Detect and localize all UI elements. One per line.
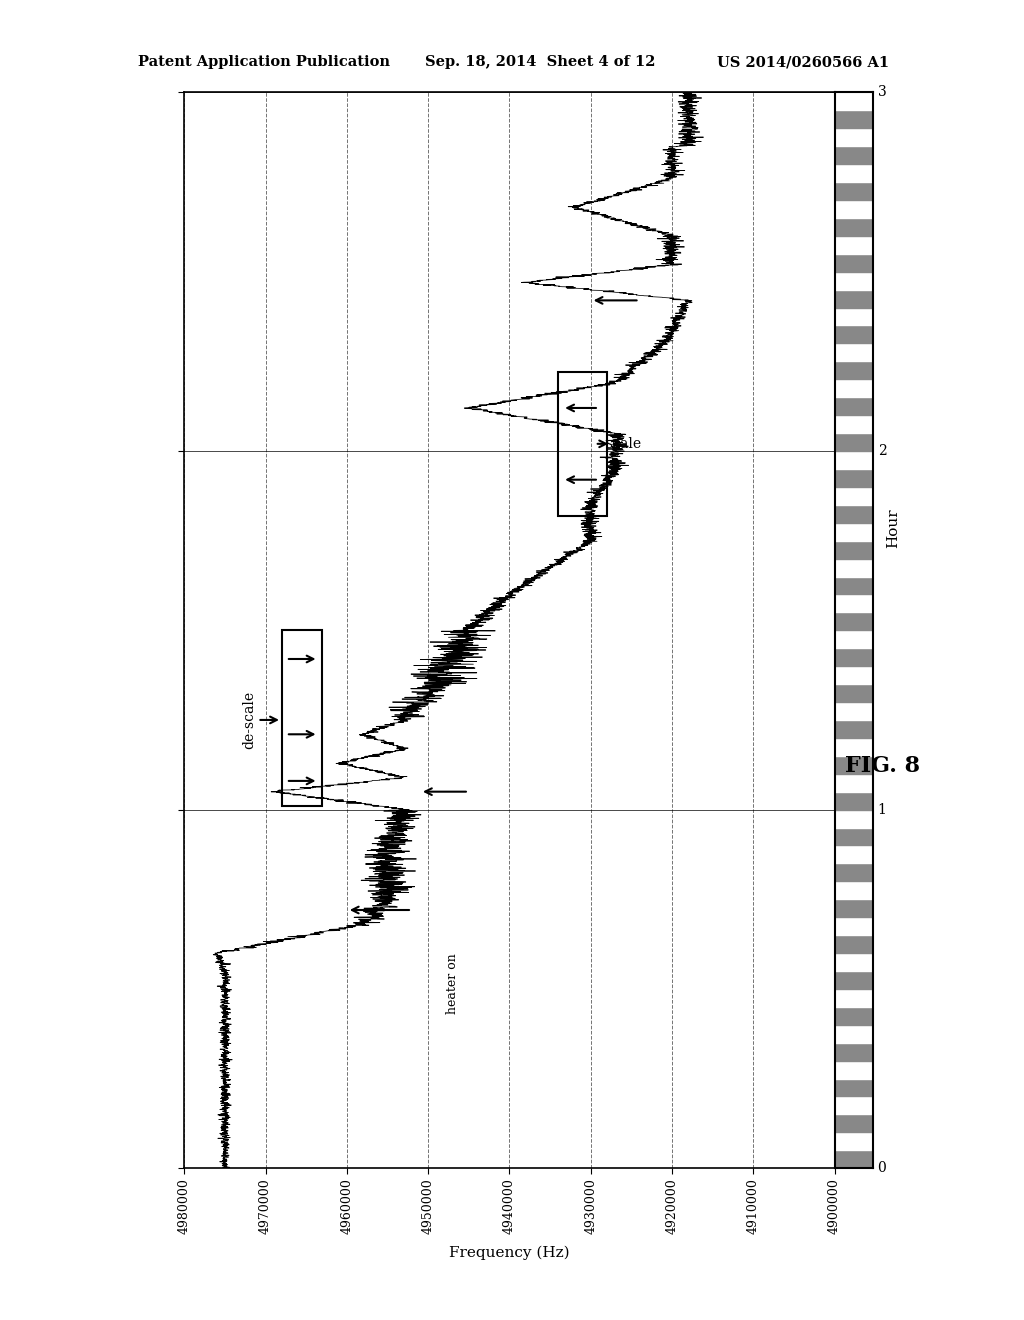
Bar: [835, 236, 873, 253]
Bar: [835, 917, 873, 935]
Bar: [835, 1133, 873, 1150]
Bar: [835, 1150, 873, 1168]
Bar: [835, 828, 873, 846]
Bar: [835, 953, 873, 972]
Bar: [835, 882, 873, 899]
Bar: [835, 1024, 873, 1043]
Bar: [835, 809, 873, 828]
Text: heater on: heater on: [446, 953, 459, 1014]
Bar: [835, 577, 873, 594]
Bar: [835, 451, 873, 469]
Bar: [835, 863, 873, 882]
Bar: [835, 935, 873, 953]
Bar: [835, 667, 873, 684]
Bar: [835, 272, 873, 289]
Bar: [835, 182, 873, 199]
Bar: [835, 558, 873, 577]
Text: Sep. 18, 2014  Sheet 4 of 12: Sep. 18, 2014 Sheet 4 of 12: [425, 55, 655, 70]
Bar: [835, 414, 873, 433]
Bar: [835, 1097, 873, 1114]
Bar: [835, 343, 873, 362]
Bar: [835, 1043, 873, 1061]
Bar: [835, 594, 873, 612]
Bar: [835, 128, 873, 147]
Text: 1: 1: [878, 803, 887, 817]
Text: Patent Application Publication: Patent Application Publication: [138, 55, 390, 70]
Bar: [835, 1114, 873, 1133]
Bar: [835, 199, 873, 218]
Bar: [835, 362, 873, 379]
Bar: [835, 1007, 873, 1024]
Bar: [835, 469, 873, 487]
Bar: [835, 164, 873, 182]
Bar: [835, 612, 873, 630]
Bar: [835, 989, 873, 1007]
Bar: [835, 218, 873, 236]
Text: 3: 3: [878, 86, 887, 99]
Bar: [835, 111, 873, 128]
Bar: [835, 738, 873, 756]
Bar: [835, 541, 873, 558]
Bar: [835, 719, 873, 738]
Bar: [835, 433, 873, 451]
X-axis label: Frequency (Hz): Frequency (Hz): [450, 1246, 569, 1261]
Bar: [835, 845, 873, 863]
Bar: [835, 1061, 873, 1078]
Bar: [835, 308, 873, 326]
Text: scale: scale: [605, 437, 641, 451]
Bar: [282, 631, 323, 807]
Bar: [835, 487, 873, 504]
Text: 2: 2: [878, 444, 887, 458]
Bar: [835, 147, 873, 164]
Bar: [835, 630, 873, 648]
Text: 0: 0: [878, 1162, 887, 1175]
Bar: [558, 372, 607, 516]
Bar: [835, 92, 873, 111]
Bar: [835, 289, 873, 308]
Bar: [835, 326, 873, 343]
Bar: [835, 899, 873, 917]
Text: de-scale: de-scale: [243, 690, 256, 748]
Text: FIG. 8: FIG. 8: [845, 755, 921, 776]
Bar: [835, 253, 873, 272]
Bar: [835, 702, 873, 719]
Bar: [835, 504, 873, 523]
Bar: [835, 774, 873, 792]
Bar: [835, 397, 873, 416]
Bar: [835, 523, 873, 541]
Bar: [835, 792, 873, 809]
Bar: [835, 972, 873, 989]
Bar: [835, 684, 873, 702]
Bar: [835, 1078, 873, 1097]
Text: Hour: Hour: [886, 508, 900, 548]
Text: US 2014/0260566 A1: US 2014/0260566 A1: [717, 55, 889, 70]
Bar: [835, 756, 873, 774]
Bar: [835, 648, 873, 667]
Bar: [835, 379, 873, 397]
